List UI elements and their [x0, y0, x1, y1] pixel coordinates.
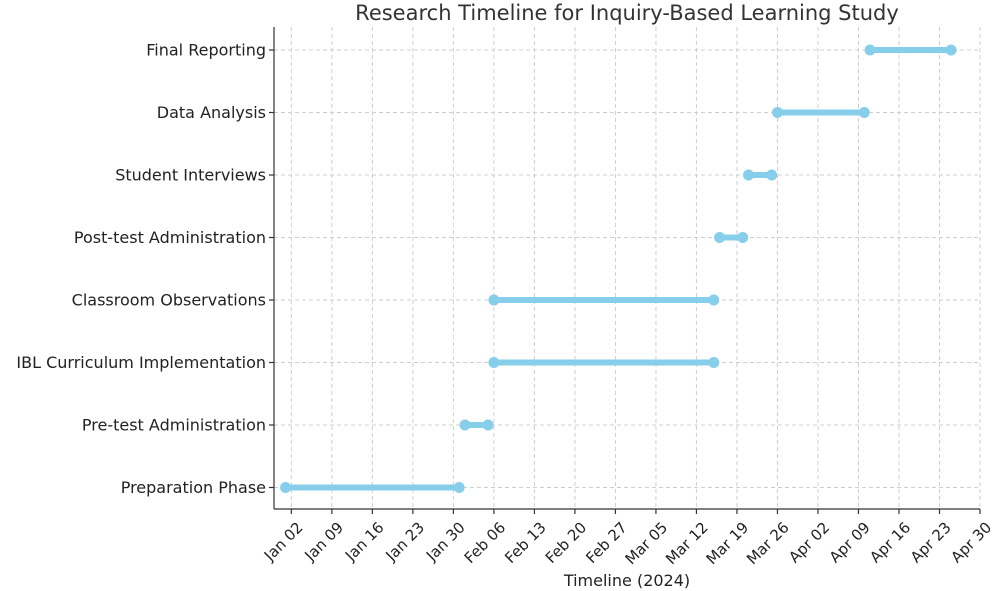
- y-tick-label: Post-test Administration: [74, 228, 266, 247]
- x-tick-label: Apr 09: [826, 519, 874, 567]
- x-tick-label: Jan 23: [381, 519, 428, 566]
- x-tick-label: Feb 20: [542, 519, 590, 567]
- x-tick-label: Feb 13: [501, 519, 549, 567]
- task-end-marker: [945, 44, 957, 56]
- y-tick-labels: Preparation Phase Pre-test Administration…: [16, 41, 274, 497]
- x-tick-label: Jan 02: [260, 519, 307, 566]
- task-start-marker: [488, 357, 500, 368]
- task-end-marker: [737, 232, 749, 243]
- chart-title: Research Timeline for Inquiry-Based Lear…: [355, 1, 899, 25]
- y-tick-label: IBL Curriculum Implementation: [16, 353, 266, 372]
- task-start-marker: [488, 294, 500, 306]
- x-tick-label: Feb 06: [461, 519, 509, 567]
- task-start-marker: [743, 169, 755, 181]
- task-end-marker: [858, 107, 870, 118]
- x-tick-label: Jan 16: [341, 519, 388, 566]
- task-start-marker: [280, 482, 292, 493]
- y-tick-label: Preparation Phase: [121, 478, 266, 497]
- task-end-marker: [766, 169, 778, 181]
- x-tick-label: Apr 02: [785, 519, 833, 567]
- task-end-marker: [453, 482, 465, 493]
- y-tick-label: Final Reporting: [146, 41, 266, 60]
- x-tick-label: Mar 12: [662, 519, 712, 569]
- task-end-marker: [708, 294, 720, 306]
- x-tick-label: Apr 30: [947, 519, 995, 567]
- x-tick-label: Feb 27: [582, 519, 630, 567]
- x-tick-label: Apr 16: [866, 519, 914, 567]
- x-tick-label: Jan 09: [300, 519, 347, 566]
- task-end-marker: [708, 357, 720, 368]
- grid-lines: [274, 27, 981, 509]
- x-tick-label: Apr 23: [907, 519, 955, 567]
- x-tick-label: Jan 30: [422, 519, 469, 566]
- task-start-marker: [714, 232, 726, 243]
- y-tick-label: Data Analysis: [157, 103, 266, 122]
- y-tick-label: Classroom Observations: [72, 291, 266, 310]
- task-bars: [280, 44, 957, 493]
- x-axis-label: Timeline (2024): [563, 571, 690, 590]
- x-tick-label: Mar 19: [703, 519, 753, 569]
- task-start-marker: [771, 107, 783, 118]
- task-end-marker: [482, 419, 494, 431]
- y-tick-label: Student Interviews: [115, 166, 266, 185]
- x-tick-label: Mar 26: [743, 519, 793, 569]
- y-tick-label: Pre-test Administration: [82, 416, 266, 435]
- task-start-marker: [459, 419, 471, 431]
- task-start-marker: [864, 44, 876, 56]
- x-tick-label: Mar 05: [622, 519, 672, 569]
